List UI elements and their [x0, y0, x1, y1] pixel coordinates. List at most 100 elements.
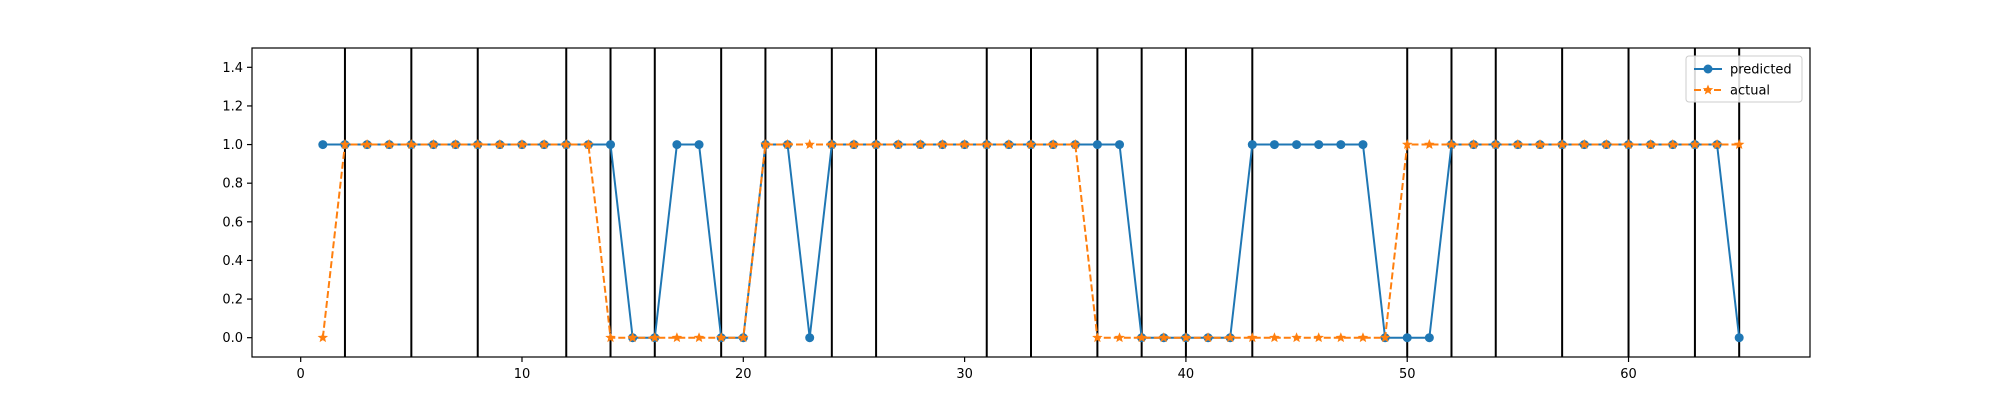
data-point-actual	[1269, 332, 1280, 343]
data-point-predicted	[606, 140, 616, 150]
data-point-actual	[1114, 332, 1125, 343]
y-tick-label: 0.4	[222, 254, 243, 269]
data-point-predicted	[672, 140, 682, 150]
data-point-actual	[1092, 332, 1103, 343]
data-point-actual	[317, 332, 329, 343]
data-point-actual	[516, 139, 528, 150]
data-point-actual	[538, 139, 550, 150]
data-point-actual	[450, 139, 461, 150]
data-point-actual	[1733, 139, 1745, 150]
data-point-predicted	[1424, 333, 1434, 343]
data-point-actual	[892, 139, 904, 150]
data-point-actual	[1025, 139, 1037, 150]
data-point-actual	[1335, 332, 1347, 343]
data-point-predicted	[694, 140, 704, 150]
legend-marker-actual	[1702, 84, 1714, 95]
y-tick-label: 0.8	[222, 177, 243, 192]
data-point-actual	[1689, 139, 1701, 150]
x-tick-label: 30	[956, 367, 973, 382]
data-point-actual	[428, 139, 439, 150]
data-point-predicted	[1314, 140, 1324, 150]
x-tick-label: 50	[1399, 367, 1416, 382]
data-point-actual	[1534, 139, 1546, 150]
data-point-actual	[1667, 139, 1679, 150]
plot-frame	[251, 47, 1811, 358]
data-point-actual	[1446, 139, 1457, 150]
data-point-actual	[1645, 139, 1656, 150]
data-point-actual	[1136, 332, 1147, 343]
data-point-predicted	[805, 333, 815, 343]
data-point-actual	[1180, 332, 1192, 343]
data-point-actual	[1202, 332, 1214, 343]
data-point-actual	[561, 139, 572, 150]
y-tick-label: 1.4	[222, 61, 243, 76]
data-point-actual	[738, 332, 749, 343]
data-point-predicted	[318, 140, 328, 150]
data-point-actual	[1291, 332, 1302, 343]
data-point-actual	[1247, 332, 1258, 343]
data-point-actual	[339, 139, 351, 150]
data-point-actual	[383, 139, 395, 150]
data-point-actual	[804, 139, 815, 150]
y-axis: 0.0 0.2 0.4 0.6 0.8 1.0 1.2 1.4	[222, 61, 252, 346]
data-point-actual	[583, 139, 594, 150]
y-tick-label: 0.0	[222, 331, 243, 346]
data-point-actual	[1601, 139, 1612, 150]
data-point-actual	[848, 139, 860, 150]
y-tick-label: 0.2	[222, 293, 243, 308]
data-point-predicted	[1247, 140, 1257, 150]
data-point-actual	[1711, 139, 1723, 150]
data-point-predicted	[1402, 333, 1412, 343]
data-point-actual	[760, 139, 771, 150]
data-point-actual	[1490, 139, 1501, 150]
vertical-lines	[343, 48, 1741, 357]
data-point-actual	[959, 139, 970, 150]
data-point-actual	[361, 139, 373, 150]
data-point-actual	[627, 332, 638, 343]
data-point-actual	[1003, 139, 1015, 150]
data-point-predicted	[1269, 140, 1279, 150]
y-tick-label: 1.0	[222, 138, 243, 153]
data-point-actual	[1579, 139, 1590, 150]
y-tick-label: 1.2	[222, 99, 243, 114]
data-point-actual	[782, 139, 793, 150]
data-point-predicted	[1092, 140, 1102, 150]
data-point-actual	[1512, 139, 1524, 150]
data-point-actual	[1313, 332, 1324, 343]
data-point-actual	[671, 332, 683, 343]
x-tick-label: 60	[1620, 367, 1637, 382]
data-point-actual	[937, 139, 948, 150]
data-point-actual	[1070, 139, 1081, 150]
data-point-actual	[1357, 332, 1369, 343]
data-point-actual	[1224, 332, 1236, 343]
x-axis: 0 10 20 30 40 50 60	[297, 357, 1637, 382]
x-tick-label: 40	[1178, 367, 1195, 382]
data-point-actual	[693, 332, 705, 343]
legend-label-actual: actual	[1730, 84, 1770, 99]
data-point-actual	[649, 332, 661, 343]
data-point-actual	[472, 139, 483, 150]
data-point-actual	[1468, 139, 1479, 150]
data-point-actual	[1401, 139, 1413, 150]
data-point-actual	[1379, 332, 1391, 343]
data-point-actual	[605, 332, 616, 343]
data-point-actual	[406, 139, 417, 150]
x-tick-label: 0	[297, 367, 305, 382]
data-point-actual	[1556, 139, 1568, 150]
data-point-actual	[1158, 332, 1170, 343]
data-point-predicted	[1734, 333, 1744, 343]
data-point-actual	[1424, 139, 1435, 150]
data-point-actual	[1047, 139, 1059, 150]
data-point-actual	[1623, 139, 1634, 150]
series-actual	[317, 139, 1745, 343]
data-point-predicted	[1292, 140, 1302, 150]
data-point-actual	[494, 139, 506, 150]
series-layer	[317, 139, 1745, 343]
data-point-actual	[870, 139, 882, 150]
x-tick-label: 20	[735, 367, 752, 382]
legend-label-predicted: predicted	[1730, 63, 1792, 78]
x-tick-label: 10	[514, 367, 531, 382]
legend-marker-predicted	[1703, 64, 1713, 74]
